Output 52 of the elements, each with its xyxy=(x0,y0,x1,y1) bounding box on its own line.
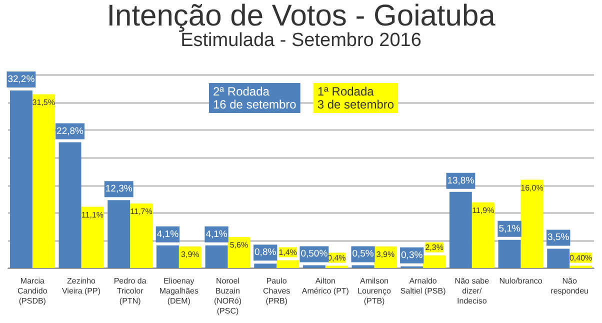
x-tick-label: Zezinho Vieira (PP) xyxy=(62,276,101,296)
data-label: 13,8% xyxy=(447,175,475,186)
text: 2ª Rodada 16 de setembro xyxy=(212,84,297,112)
x-tick-label: Pedro da Tricolor (PTN) xyxy=(114,276,147,306)
x-tick-label: Marcia Candido (PSDB) xyxy=(18,276,48,306)
bar xyxy=(205,245,228,268)
data-label: 2,3% xyxy=(425,242,444,252)
data-label: 0,40% xyxy=(569,253,592,262)
x-tick-label: Não respondeu xyxy=(550,276,588,296)
bar xyxy=(32,94,55,268)
bar xyxy=(108,200,130,268)
bar xyxy=(520,180,544,268)
chart-title: Intenção de Votos - Goiatuba xyxy=(106,0,496,32)
bar xyxy=(254,264,277,268)
data-label: 5,6% xyxy=(230,240,248,250)
bar xyxy=(498,240,521,268)
x-tick-label: Noroel Buzain (NORó) (PSC) xyxy=(214,276,242,316)
data-label: 11,9% xyxy=(472,206,494,215)
bar xyxy=(449,192,472,268)
data-label: 3,9% xyxy=(181,250,200,259)
data-label: 3,5% xyxy=(548,232,570,244)
data-label: 4,1% xyxy=(156,228,180,240)
data-label: 4,1% xyxy=(206,228,228,240)
data-label: 12,3% xyxy=(105,184,133,195)
x-tick-label: Paulo Chaves (PRB) xyxy=(263,276,290,306)
bar xyxy=(547,248,570,268)
bar xyxy=(276,260,300,268)
x-tick-label: Não sabe dizer/ Indeciso xyxy=(454,276,490,306)
bar xyxy=(58,142,82,268)
data-label: 32,2% xyxy=(8,74,36,85)
data-label: 1,4% xyxy=(278,248,297,257)
data-label: 16,0% xyxy=(520,183,544,192)
data-label: 3,9% xyxy=(376,250,395,259)
text: 1ª Rodada 3 de setembro xyxy=(317,84,394,112)
x-tick-label: Ailton Américo (PT) xyxy=(302,276,350,296)
data-label: 31,5% xyxy=(32,98,55,107)
bar xyxy=(10,90,32,268)
data-label: 0,3% xyxy=(401,250,424,261)
bar xyxy=(352,265,374,268)
bar xyxy=(156,245,179,268)
x-tick-label: Nulo/branco xyxy=(499,276,543,286)
data-label: 11,7% xyxy=(130,206,152,216)
data-label: 11,1% xyxy=(81,210,104,220)
data-label: 5,1% xyxy=(498,223,521,234)
x-tick-label: Amilson Lourenço (PTB) xyxy=(358,276,392,306)
bar xyxy=(302,265,326,268)
data-label: 0,8% xyxy=(254,247,277,258)
x-tick-label: Elioenay Magalhães (DEM) xyxy=(159,276,198,306)
data-label: 0,5% xyxy=(352,248,374,260)
data-label: 0,50% xyxy=(300,248,328,260)
x-tick-label: Arnaldo Saltiel (PSB) xyxy=(400,276,446,296)
data-label: 22,8% xyxy=(56,126,84,137)
